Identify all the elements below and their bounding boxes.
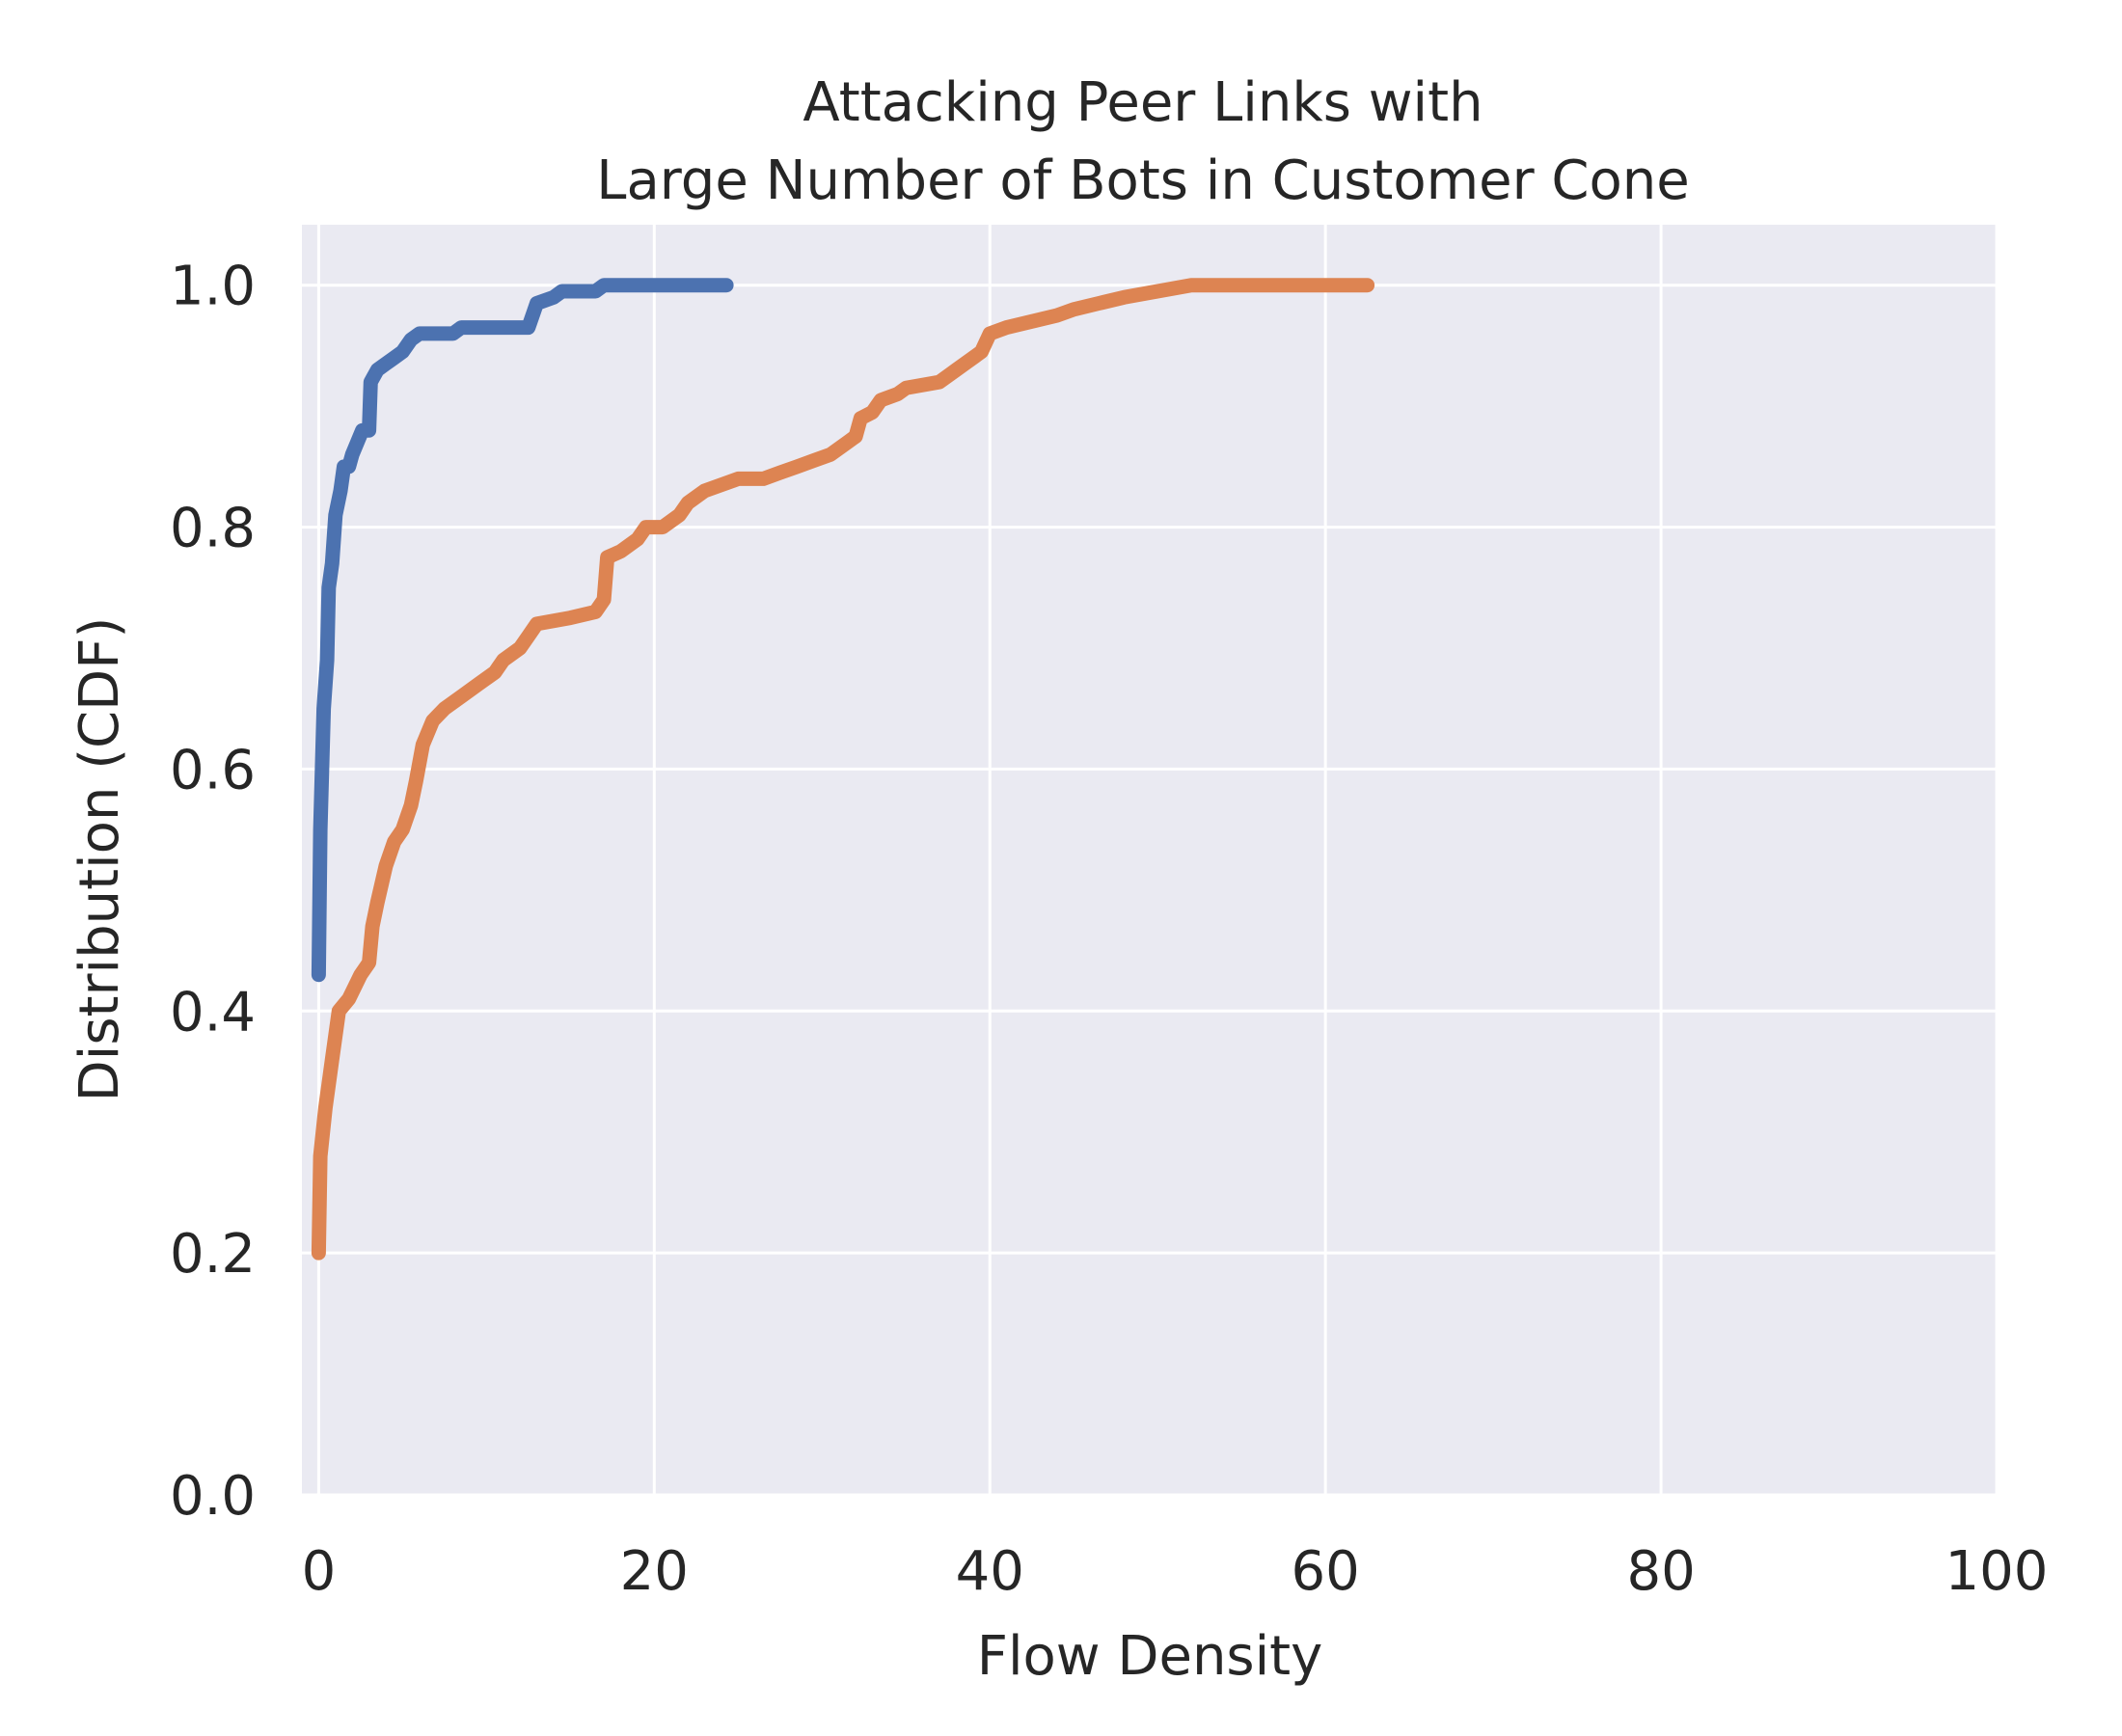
cdf-series-line-2 bbox=[311, 278, 1375, 1261]
series-layer bbox=[311, 278, 1375, 1261]
x-tick-labels: 0 20 40 60 80 100 bbox=[302, 1540, 2049, 1603]
x-tick-label-2: 40 bbox=[956, 1540, 1024, 1603]
x-tick-label-1: 20 bbox=[620, 1540, 689, 1603]
y-tick-label-0: 0.0 bbox=[170, 1465, 256, 1528]
plot-area bbox=[302, 225, 1997, 1495]
cdf-series-line-1 bbox=[311, 278, 734, 983]
y-tick-label-4: 0.8 bbox=[170, 498, 256, 560]
y-tick-label-2: 0.4 bbox=[170, 981, 256, 1044]
x-tick-label-3: 60 bbox=[1292, 1540, 1360, 1603]
y-tick-label-5: 1.0 bbox=[170, 256, 256, 318]
y-axis-label: Distribution (CDF) bbox=[68, 617, 131, 1102]
y-tick-label-1: 0.2 bbox=[170, 1223, 256, 1286]
x-tick-label-5: 100 bbox=[1945, 1540, 2049, 1603]
y-tick-labels: 0.0 0.2 0.4 0.6 0.8 1.0 bbox=[170, 256, 256, 1528]
x-tick-label-0: 0 bbox=[302, 1540, 337, 1603]
y-tick-label-3: 0.6 bbox=[170, 739, 256, 801]
chart-title-line-1: Attacking Peer Links with bbox=[803, 71, 1483, 134]
chart-title-line-2: Large Number of Bots in Customer Cone bbox=[596, 149, 1689, 212]
x-tick-label-4: 80 bbox=[1626, 1540, 1695, 1603]
x-axis-label: Flow Density bbox=[977, 1625, 1323, 1688]
